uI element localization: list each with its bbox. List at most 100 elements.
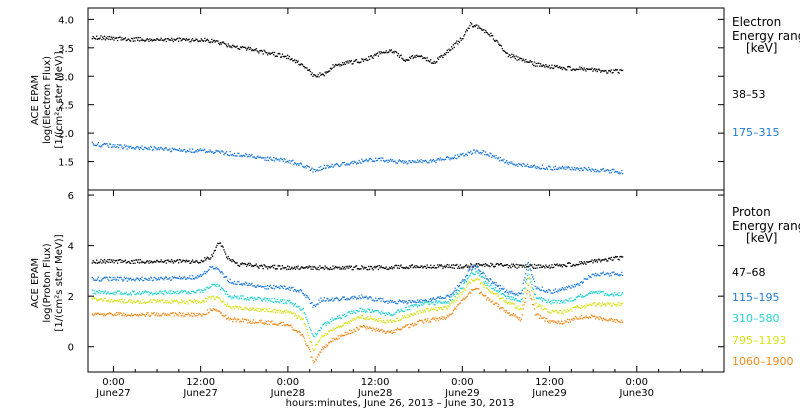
proton-data-point xyxy=(281,324,284,327)
electron-data-point xyxy=(347,60,349,62)
electron-data-point xyxy=(220,150,223,152)
proton-data-point xyxy=(242,263,244,265)
proton-data-point xyxy=(299,316,301,318)
electron-data-point xyxy=(180,39,182,42)
proton-data-point xyxy=(126,314,128,316)
proton-data-point xyxy=(548,289,550,291)
proton-data-point xyxy=(157,315,159,317)
proton-data-point xyxy=(608,318,611,320)
electron-data-point xyxy=(433,160,435,162)
proton-data-point xyxy=(273,301,275,304)
proton-data-point xyxy=(158,291,161,293)
electron-data-point xyxy=(340,63,342,66)
proton-data-point xyxy=(566,299,568,301)
electron-data-point xyxy=(253,156,256,158)
proton-data-point xyxy=(547,299,550,301)
proton-data-point xyxy=(160,315,162,317)
proton-data-point xyxy=(532,267,535,269)
proton-data-point xyxy=(232,281,234,284)
electron-data-point xyxy=(155,39,157,41)
electron-data-point xyxy=(457,156,460,158)
proton-data-point xyxy=(464,288,466,290)
proton-data-point xyxy=(218,270,221,272)
proton-data-point xyxy=(199,302,202,304)
proton-data-point xyxy=(146,311,148,314)
proton-data-point xyxy=(616,256,619,258)
proton-data-point xyxy=(224,291,226,293)
proton-data-point xyxy=(121,278,123,281)
electron-data-point xyxy=(127,38,129,40)
proton-data-point xyxy=(352,319,354,322)
electron-data-point xyxy=(317,170,319,172)
proton-data-point xyxy=(620,274,622,276)
proton-data-point xyxy=(494,302,496,304)
proton-data-point xyxy=(103,291,106,293)
electron-data-point xyxy=(331,163,333,165)
proton-data-point xyxy=(103,259,106,261)
proton-data-point xyxy=(330,268,332,271)
electron-data-point xyxy=(237,152,239,154)
electron-data-point xyxy=(446,155,448,158)
proton-data-point xyxy=(154,292,156,295)
proton-data-point xyxy=(350,265,352,267)
proton-data-point xyxy=(461,280,463,282)
electron-data-point xyxy=(362,160,364,162)
proton-data-point xyxy=(607,302,609,304)
electron-data-point xyxy=(269,156,271,158)
proton-data-point xyxy=(621,319,623,321)
proton-data-point xyxy=(159,261,161,263)
proton-data-point xyxy=(466,283,468,285)
proton-data-point xyxy=(124,313,127,315)
proton-data-point xyxy=(267,266,270,268)
proton-data-point xyxy=(374,320,376,322)
proton-data-point xyxy=(484,295,486,297)
proton-data-point xyxy=(276,311,278,313)
electron-data-point xyxy=(91,141,93,143)
electron-data-point xyxy=(447,156,449,158)
proton-data-point xyxy=(169,301,171,304)
proton-data-point xyxy=(588,316,591,318)
proton-data-point xyxy=(386,331,388,333)
proton-data-point xyxy=(197,289,199,291)
electron-data-point xyxy=(239,46,242,48)
proton-data-point xyxy=(387,302,389,304)
proton-data-point xyxy=(493,293,496,295)
proton-data-point xyxy=(201,274,203,276)
proton-data-point xyxy=(341,325,344,327)
electron-data-point xyxy=(553,168,556,171)
proton-data-point xyxy=(510,303,512,305)
proton-data-point xyxy=(526,268,528,271)
proton-data-point xyxy=(534,293,537,296)
proton-data-point xyxy=(367,327,369,329)
proton-data-point xyxy=(246,282,248,284)
proton-data-point xyxy=(489,266,491,268)
electron-data-point xyxy=(172,40,175,43)
electron-data-point xyxy=(581,68,584,70)
electron-data-point xyxy=(430,62,433,64)
electron-data-point xyxy=(121,37,123,39)
proton-data-point xyxy=(532,287,534,289)
proton-data-point xyxy=(307,297,310,299)
electron-data-point xyxy=(410,55,413,58)
proton-data-point xyxy=(102,290,104,293)
proton-data-point xyxy=(176,277,178,279)
proton-data-point xyxy=(108,313,110,315)
proton-data-point xyxy=(602,291,605,293)
proton-data-point xyxy=(152,313,154,315)
proton-data-point xyxy=(288,325,291,327)
proton-data-point xyxy=(318,299,320,301)
proton-data-point xyxy=(550,303,552,305)
proton-data-point xyxy=(208,296,210,298)
electron-data-point xyxy=(139,36,141,39)
proton-data-point xyxy=(594,275,596,277)
proton-data-point xyxy=(228,319,230,321)
proton-data-point xyxy=(277,324,279,327)
proton-data-point xyxy=(261,265,264,267)
proton-data-point xyxy=(210,257,212,259)
electron-data-point xyxy=(262,157,264,159)
electron-data-point xyxy=(239,155,242,157)
proton-data-point xyxy=(229,278,231,281)
proton-data-point xyxy=(326,333,328,335)
electron-data-point xyxy=(298,164,300,166)
proton-data-point xyxy=(288,299,291,302)
